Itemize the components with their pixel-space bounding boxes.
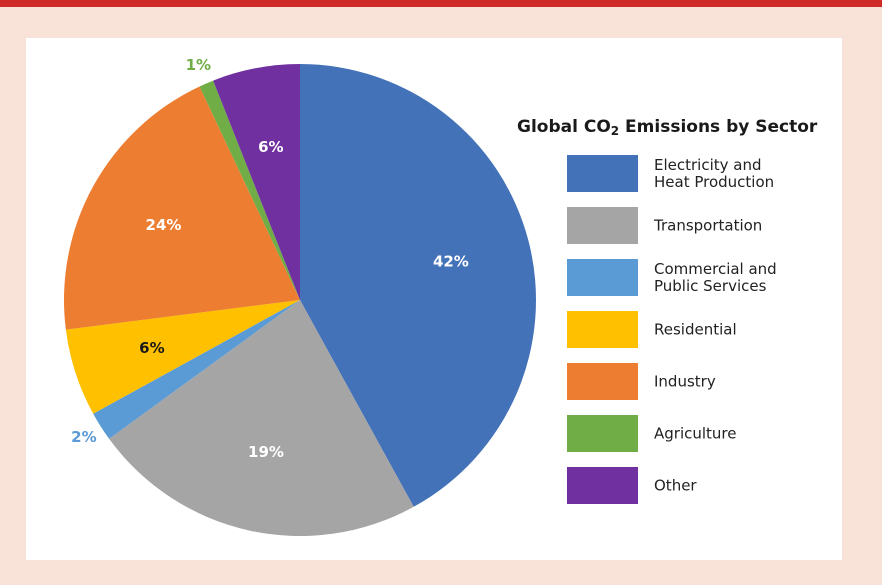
legend-swatch-commercial-and-public-services (567, 259, 638, 296)
legend-swatch-electricity-and-heat-production (567, 155, 638, 192)
legend-swatch-industry (567, 363, 638, 400)
legend-swatch-transportation (567, 207, 638, 244)
pie-slice-commercial-and-public-services (93, 300, 300, 439)
slice-label-industry: 24% (146, 216, 182, 234)
slice-label-commercial-and-public-services: 2% (71, 428, 96, 446)
pie-slice-industry (63, 86, 300, 330)
header-strip (0, 0, 882, 7)
legend-label-commercial-and-public-services: Commercial and Public Services (654, 260, 777, 295)
legend-label-transportation: Transportation (653, 217, 762, 235)
pie-slice-electricity-and-heat-production (300, 64, 536, 507)
legend-label-other: Other (654, 477, 697, 495)
legend-swatch-agriculture (567, 415, 638, 452)
pie-slices (63, 64, 536, 537)
slice-label-electricity-and-heat-production: 42% (433, 252, 469, 270)
legend-swatch-residential (567, 311, 638, 348)
legend-label-industry: Industry (654, 373, 716, 391)
legend-label-electricity-and-heat-production: Electricity and Heat Production (654, 156, 774, 191)
legend-title: Global CO2 Emissions by Sector (517, 117, 818, 138)
legend-label-residential: Residential (654, 321, 737, 339)
legend-label-agriculture: Agriculture (654, 425, 737, 443)
pie-slice-residential (65, 300, 300, 414)
slice-label-other: 6% (258, 138, 283, 156)
pie-slice-other (213, 64, 300, 300)
slice-label-residential: 6% (139, 339, 164, 357)
pie-slice-transportation (109, 300, 414, 537)
slice-label-transportation: 19% (248, 443, 284, 461)
pie-slice-agriculture (199, 80, 300, 300)
legend-swatch-other (567, 467, 638, 504)
slice-label-agriculture: 1% (186, 56, 211, 74)
legend-title-subscript: 2 (611, 124, 619, 138)
legend-title-prefix: Global CO (517, 117, 611, 137)
legend-title-suffix: Emissions by Sector (619, 117, 818, 137)
legend: Electricity and Heat Production Transporta… (567, 155, 777, 504)
pie-slice-labels: 42% 19% 2% 6% 24% 1% 6% (71, 56, 469, 461)
